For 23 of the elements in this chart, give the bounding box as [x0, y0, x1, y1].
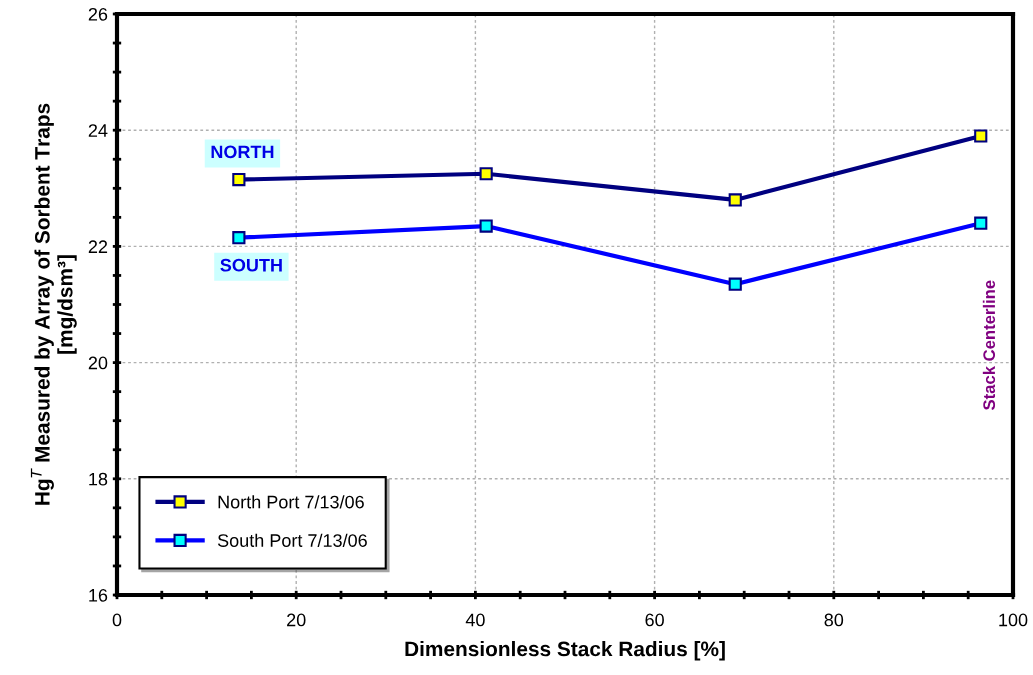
y-tick-label: 24 — [88, 124, 108, 137]
annotation: SOUTH — [220, 258, 282, 272]
y-tick-label: 18 — [89, 472, 108, 486]
y-tick-label: 22 — [88, 240, 108, 253]
x-tick-label: 100 — [999, 613, 1028, 627]
x-axis-title: Dimensionless Stack Radius [%] — [405, 641, 725, 661]
point — [974, 129, 988, 143]
x-tick-label: 60 — [645, 613, 664, 627]
x-tick-label: 20 — [287, 613, 306, 627]
legend-label: North Port 7/13/06 — [218, 495, 364, 509]
x-tick-label: 0 — [112, 613, 122, 627]
point — [232, 172, 246, 187]
point — [728, 193, 742, 207]
x-tick-label: 80 — [824, 613, 844, 627]
point — [479, 167, 493, 181]
annotation: NORTH — [211, 145, 274, 159]
y-tick-label: 20 — [88, 356, 108, 370]
y-axis-title: Hg$^{T}$ Measured by Array of Sorbent Traps [mg/dsm³] — [30, 103, 77, 505]
legend-label: South Port 7/13/06 — [217, 533, 367, 547]
y-tick-label: 26 — [88, 7, 108, 21]
x-tick-label: 40 — [465, 613, 485, 627]
y-tick-label: 16 — [89, 588, 108, 602]
annotation: Stack Centerline — [982, 280, 996, 410]
